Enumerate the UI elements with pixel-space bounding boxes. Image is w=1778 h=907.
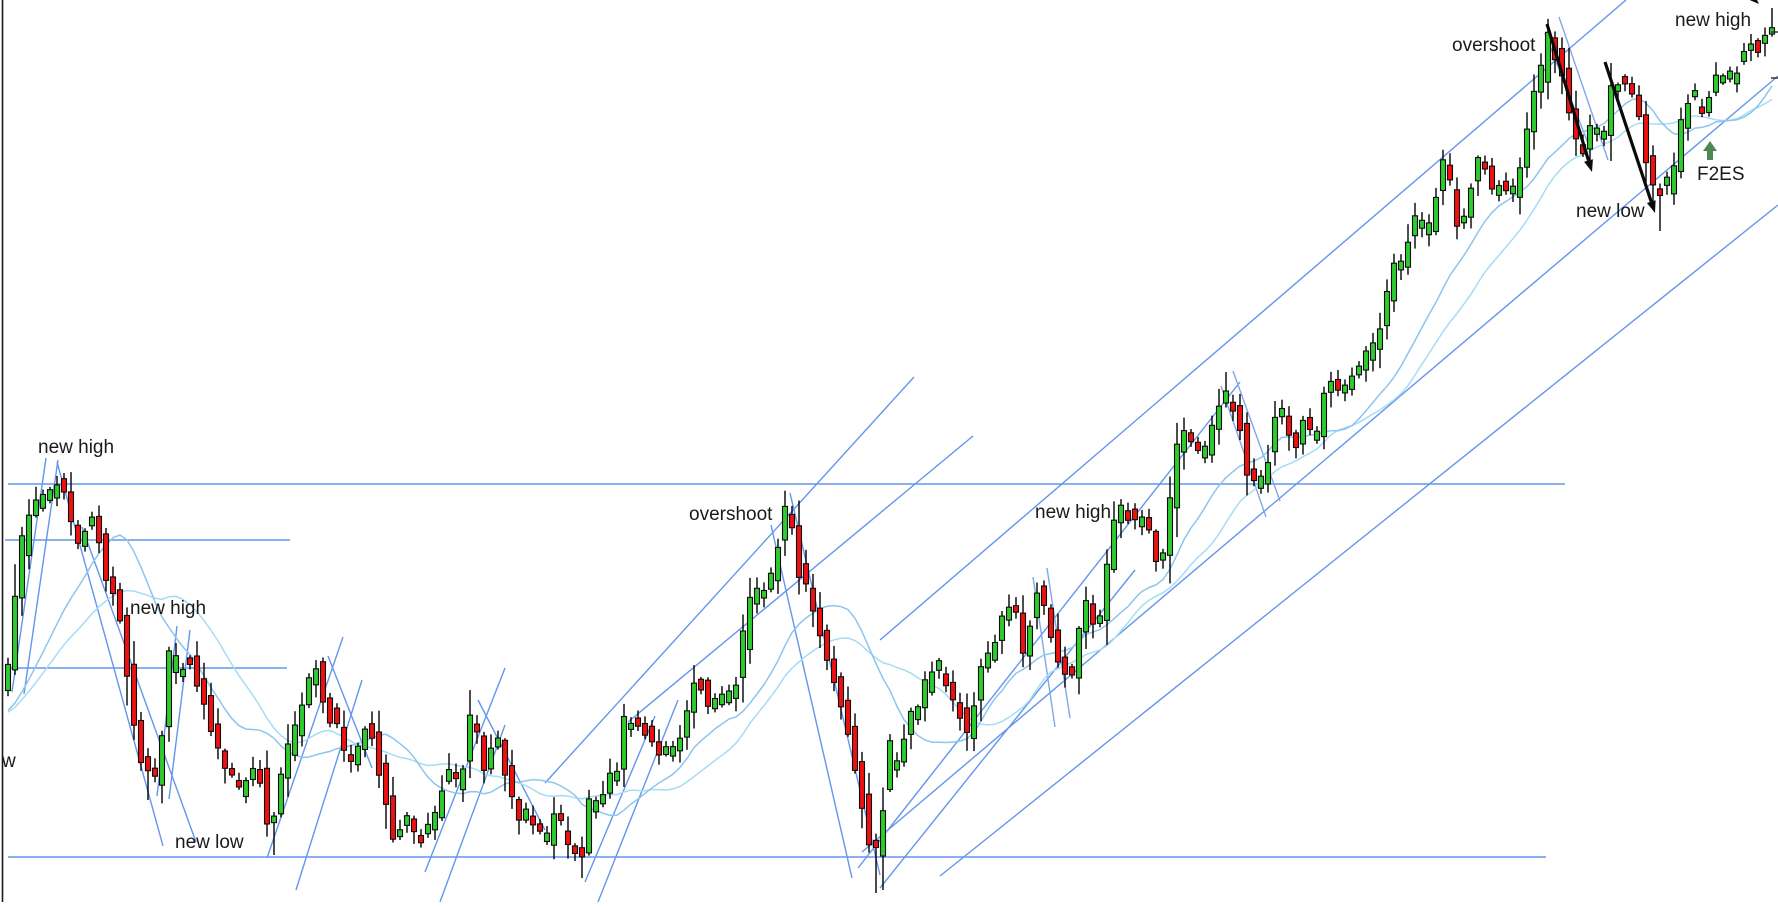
svg-text:overshoot: overshoot [1452,35,1536,56]
svg-text:new high: new high [130,598,206,619]
svg-text:overshoot: overshoot [689,504,773,525]
svg-text:new high: new high [38,437,114,458]
svg-text:new high: new high [1675,10,1751,31]
svg-text:new low: new low [1576,201,1645,222]
svg-text:new high: new high [1035,502,1111,523]
svg-text:F2ES: F2ES [1697,164,1745,185]
svg-text:w: w [1,751,16,772]
svg-text:new low: new low [175,832,244,853]
